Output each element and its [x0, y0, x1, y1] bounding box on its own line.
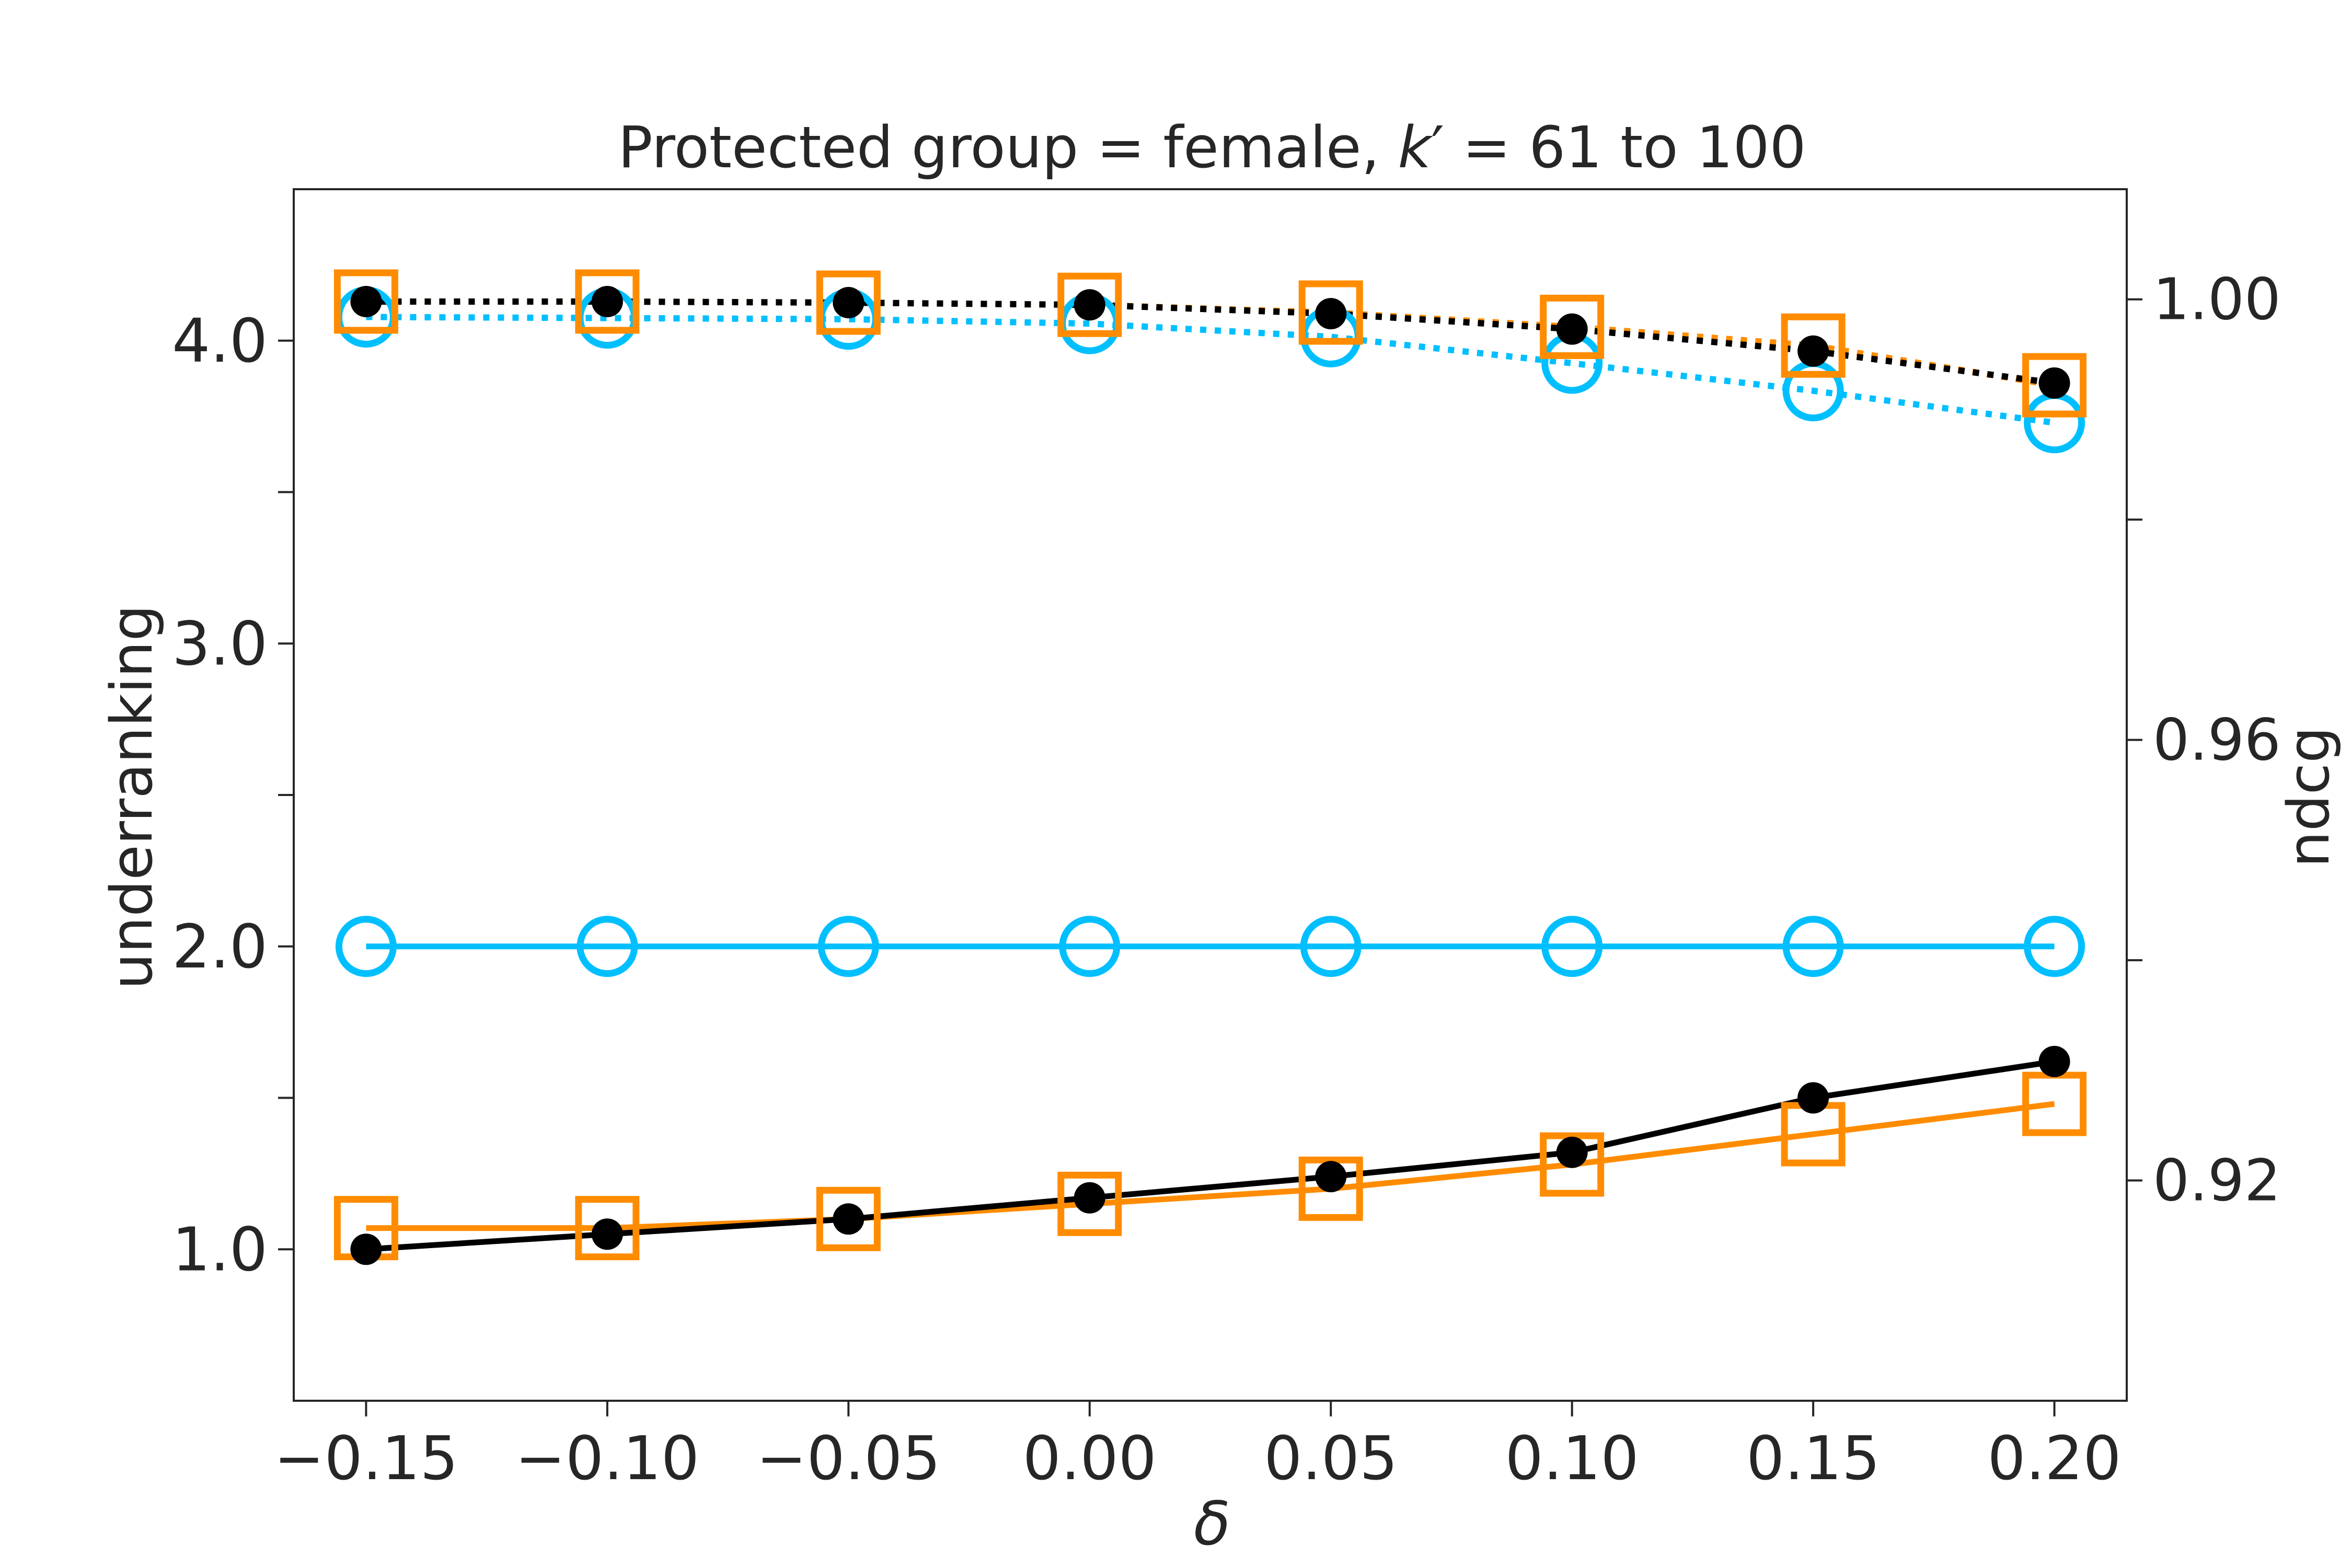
y-axis-left: 1.0 2.0 3.0 4.0	[172, 306, 294, 1285]
chart-title-k: k	[1398, 114, 1434, 181]
series-0-point-1	[577, 916, 638, 977]
series-0-point-4	[1300, 916, 1362, 977]
series-4-point-3	[1057, 272, 1122, 337]
y-left-tick-label-4: 3.0	[172, 609, 268, 679]
x-tick-label-0: −0.15	[274, 1424, 458, 1494]
series-1-point-2	[816, 1186, 881, 1251]
series-5-point-2	[833, 287, 864, 319]
x-axis: −0.15 −0.10 −0.05 0.00 0.05 0.10 0.15 0.20	[274, 1401, 2122, 1494]
series-1-point-4	[1298, 1156, 1363, 1221]
series-2-point-1	[591, 1218, 623, 1250]
series-2-point-0	[350, 1233, 382, 1265]
y-right-tick-label-2: 0.96	[2153, 707, 2281, 774]
series-3-line	[366, 314, 2055, 426]
series-1-point-3	[1057, 1171, 1122, 1236]
series-0-point-6	[1782, 916, 1844, 977]
y-left-tick-label-6: 4.0	[172, 306, 268, 376]
series-5-point-6	[1797, 335, 1829, 367]
x-tick-label-4: 0.05	[1264, 1424, 1398, 1494]
x-tick-label-3: 0.00	[1023, 1424, 1157, 1494]
y-axis-left-label: underranking	[98, 605, 165, 989]
chart-title-eq: = 61 to 100	[1444, 114, 1806, 181]
series-4-point-7	[2022, 353, 2087, 418]
chart-title: Protected group = female, k′ = 61 to 100	[618, 114, 1806, 181]
series-4-point-4	[1298, 280, 1363, 345]
series-0-point-0	[335, 916, 397, 977]
series-5-point-5	[1556, 313, 1588, 345]
series-5-point-0	[350, 285, 382, 317]
plot-area	[333, 269, 2087, 1265]
series-0-point-7	[2024, 916, 2085, 977]
series-2-point-6	[1797, 1082, 1829, 1114]
series-4-point-2	[816, 270, 881, 335]
series-5-point-3	[1074, 289, 1105, 321]
y-right-tick-label-4: 1.00	[2153, 266, 2281, 333]
series-5-point-1	[591, 285, 623, 317]
series-0-point-3	[1059, 916, 1121, 977]
series-4-point-6	[1781, 313, 1846, 378]
x-axis-label: δ	[1194, 1489, 1230, 1559]
y-axis-right-label: ndcg	[2275, 727, 2342, 868]
series-2-point-5	[1556, 1136, 1588, 1168]
y-right-tick-label-0: 0.92	[2153, 1147, 2281, 1214]
series-0-point-5	[1541, 916, 1603, 977]
x-tick-label-2: −0.05	[756, 1424, 940, 1494]
series-0-point-2	[817, 916, 879, 977]
chart-title-main: Protected group = female,	[618, 114, 1398, 181]
series-2-point-4	[1315, 1161, 1347, 1193]
x-tick-label-6: 0.15	[1746, 1424, 1880, 1494]
series-5-point-4	[1315, 298, 1347, 330]
x-tick-label-5: 0.10	[1505, 1424, 1639, 1494]
y-left-tick-label-2: 2.0	[172, 912, 268, 982]
series-2-point-2	[833, 1203, 864, 1235]
series-1-line	[366, 1101, 2055, 1231]
series-5-line	[366, 298, 2055, 386]
series-2-line	[366, 1058, 2055, 1252]
series-2-point-3	[1074, 1182, 1105, 1214]
y-left-tick-label-0: 1.0	[172, 1215, 268, 1285]
x-tick-label-7: 0.20	[1988, 1424, 2122, 1494]
series-2-point-7	[2038, 1045, 2070, 1077]
series-4-point-1	[575, 269, 640, 334]
series-5-point-7	[2038, 367, 2070, 399]
y-axis-right: 0.92 0.96 1.00	[2127, 266, 2281, 1214]
series-4-point-0	[333, 269, 398, 334]
series-1-point-1	[575, 1196, 640, 1261]
chart-title-prime: ′	[1431, 114, 1444, 181]
series-4-point-5	[1540, 294, 1605, 359]
x-tick-label-1: −0.10	[515, 1424, 699, 1494]
series-1-point-5	[1540, 1132, 1605, 1197]
